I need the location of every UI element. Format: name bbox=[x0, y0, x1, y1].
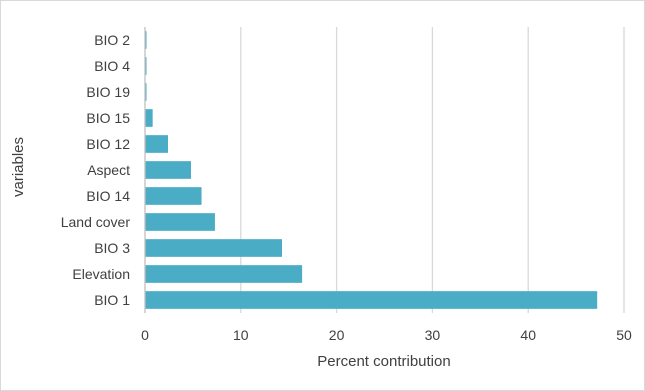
bar-bio-2 bbox=[145, 31, 147, 49]
y-tick-label-bio-1: BIO 1 bbox=[94, 292, 130, 308]
bar-bio-4 bbox=[145, 57, 147, 75]
bar-land-cover bbox=[145, 213, 215, 231]
y-tick-label-aspect: Aspect bbox=[87, 162, 130, 178]
bar-bio-19 bbox=[145, 83, 147, 101]
y-tick-labels: BIO 2 BIO 4 BIO 19 BIO 15 BIO 12 Aspect BIO 14… bbox=[61, 32, 131, 308]
x-axis-title: Percent contribution bbox=[317, 353, 450, 370]
y-tick-label-bio-15: BIO 15 bbox=[86, 110, 130, 126]
x-tick-label-30: 30 bbox=[425, 327, 441, 343]
bar-aspect bbox=[145, 161, 191, 179]
y-tick-label-bio-2: BIO 2 bbox=[94, 32, 130, 48]
y-tick-label-bio-3: BIO 3 bbox=[94, 240, 130, 256]
x-tick-label-20: 20 bbox=[329, 327, 345, 343]
bar-bio-1 bbox=[145, 291, 598, 309]
y-tick-label-bio-4: BIO 4 bbox=[94, 58, 130, 74]
x-tick-label-50: 50 bbox=[616, 327, 632, 343]
bar-bio-15 bbox=[145, 109, 153, 127]
bar-bio-14 bbox=[145, 187, 202, 205]
bar-elevation bbox=[145, 265, 303, 283]
y-tick-label-bio-19: BIO 19 bbox=[86, 84, 130, 100]
y-tick-label-bio-12: BIO 12 bbox=[86, 136, 130, 152]
y-tick-label-bio-14: BIO 14 bbox=[86, 188, 130, 204]
bars bbox=[145, 31, 598, 309]
x-tick-label-10: 10 bbox=[233, 327, 249, 343]
y-axis-title: variables bbox=[10, 137, 27, 197]
bar-bio-12 bbox=[145, 135, 168, 153]
bar-bio-3 bbox=[145, 239, 282, 257]
x-tick-label-0: 0 bbox=[141, 327, 149, 343]
x-tick-labels: 0 10 20 30 40 50 bbox=[141, 327, 632, 343]
y-tick-label-land-cover: Land cover bbox=[61, 214, 131, 230]
x-tick-label-40: 40 bbox=[520, 327, 536, 343]
y-tick-label-elevation: Elevation bbox=[72, 266, 130, 282]
